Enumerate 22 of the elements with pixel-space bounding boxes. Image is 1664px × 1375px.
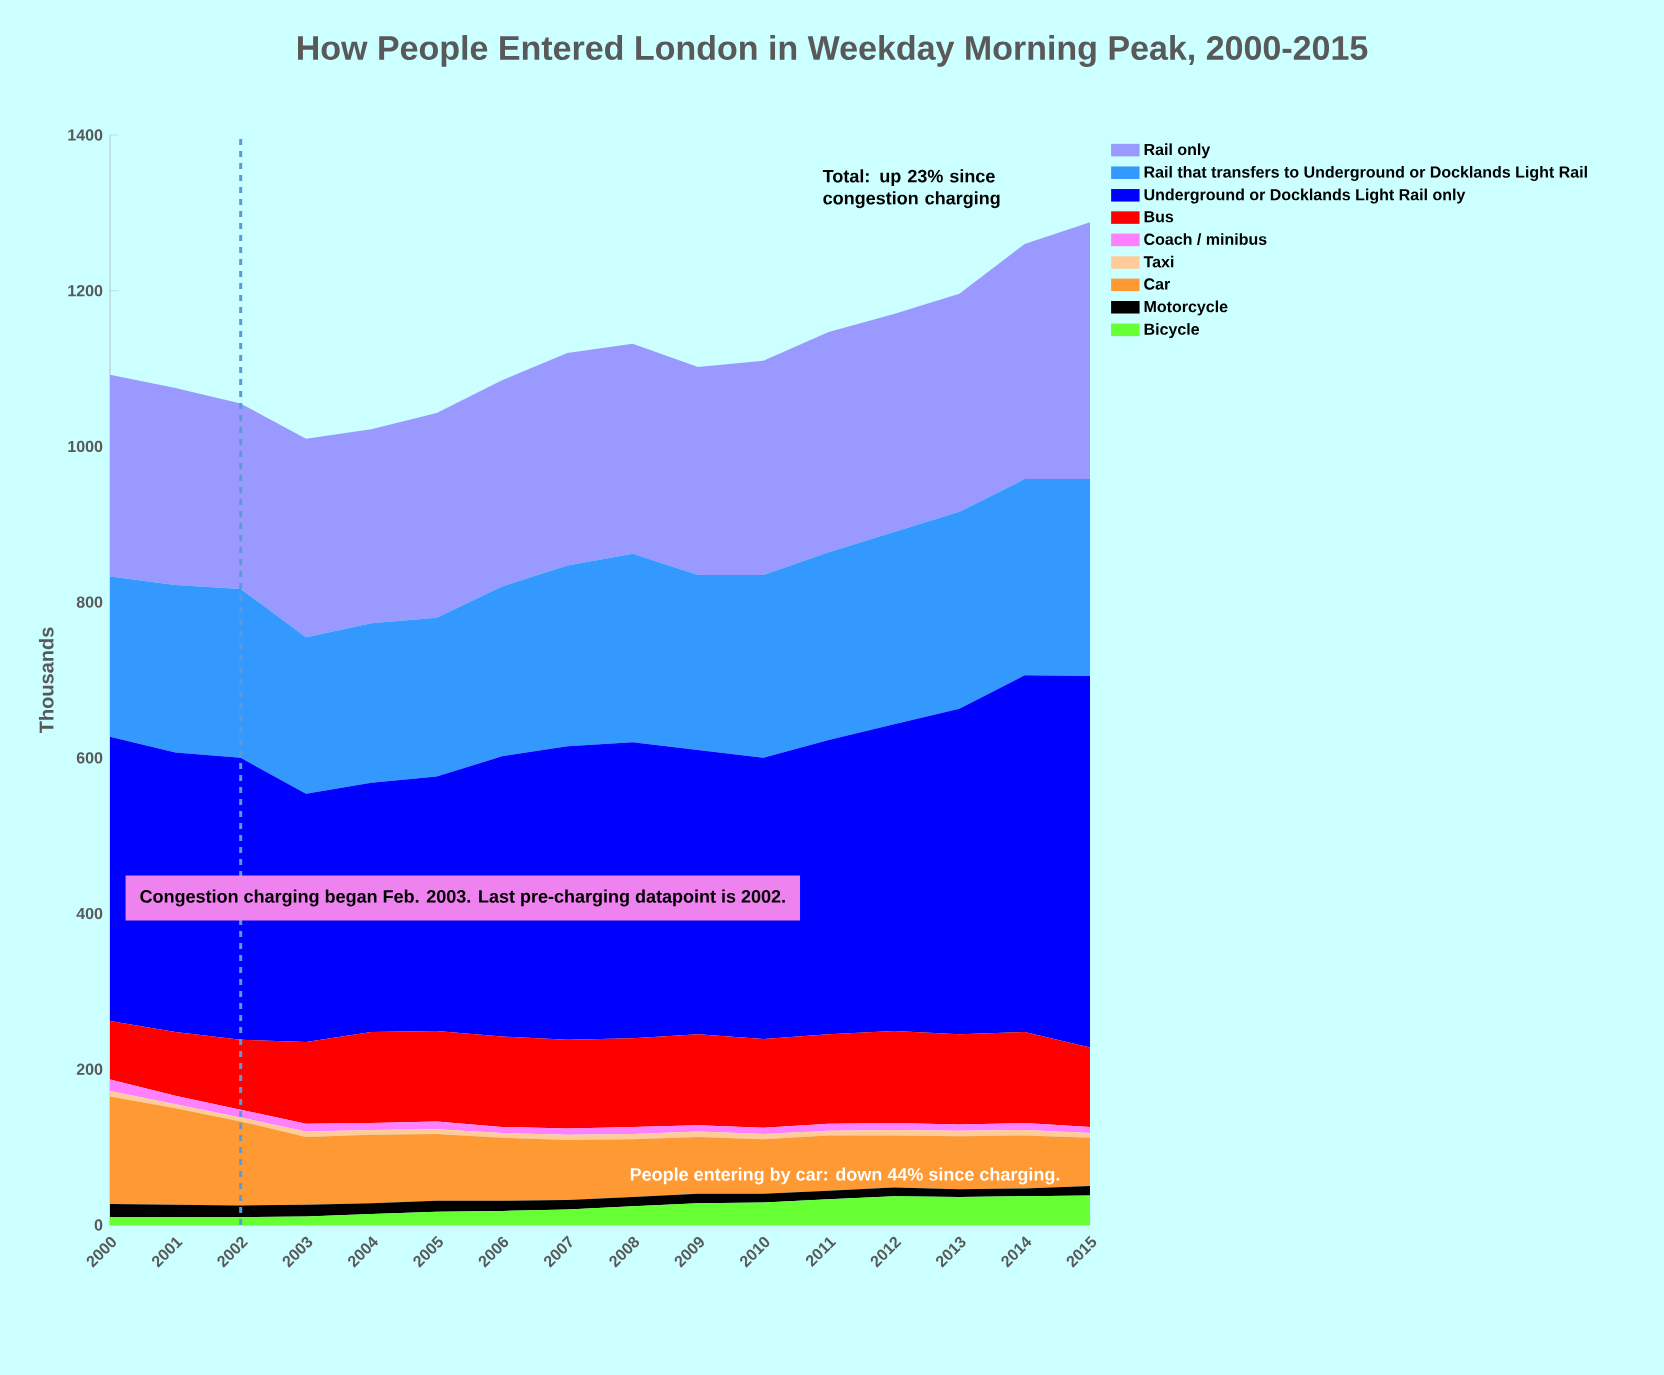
annotation: Congestion charging began Feb. 2003. Last pre-charging datapoint is 2002. bbox=[140, 889, 785, 907]
legend-label: Rail only bbox=[1144, 143, 1211, 159]
legend-label: Underground or Docklands Light Rail only bbox=[1144, 188, 1466, 204]
y-tick-label: 1400 bbox=[68, 129, 103, 141]
annotation: People entering by car: down 44% since charging. bbox=[630, 1167, 1060, 1185]
chart-title: How People Entered London in Weekday Morning Peak, 2000-2015 bbox=[298, 35, 1368, 67]
y-tick-label: 600 bbox=[76, 752, 103, 764]
legend-label: Bicycle bbox=[1144, 323, 1200, 339]
legend-label: Bus bbox=[1144, 211, 1174, 223]
legend-label: Car bbox=[1144, 278, 1170, 290]
legend-label: Rail that transfers to Underground or Docklands Light Rail bbox=[1144, 165, 1587, 181]
legend-label: Motorcycle bbox=[1144, 300, 1228, 316]
legend-label: Taxi bbox=[1143, 255, 1174, 268]
y-tick-label: 0 bbox=[94, 1219, 103, 1231]
y-tick-label: 200 bbox=[76, 1063, 103, 1075]
y-axis-title: Thousands bbox=[38, 627, 54, 734]
legend-label: Coach / minibus bbox=[1144, 233, 1267, 246]
y-tick-label: 400 bbox=[76, 907, 103, 920]
y-tick-label: 1000 bbox=[68, 440, 103, 453]
y-tick-label: 800 bbox=[76, 596, 103, 608]
annotation: Total: up 23% since congestion charging bbox=[822, 169, 1000, 209]
y-tick-label: 1200 bbox=[68, 285, 103, 297]
